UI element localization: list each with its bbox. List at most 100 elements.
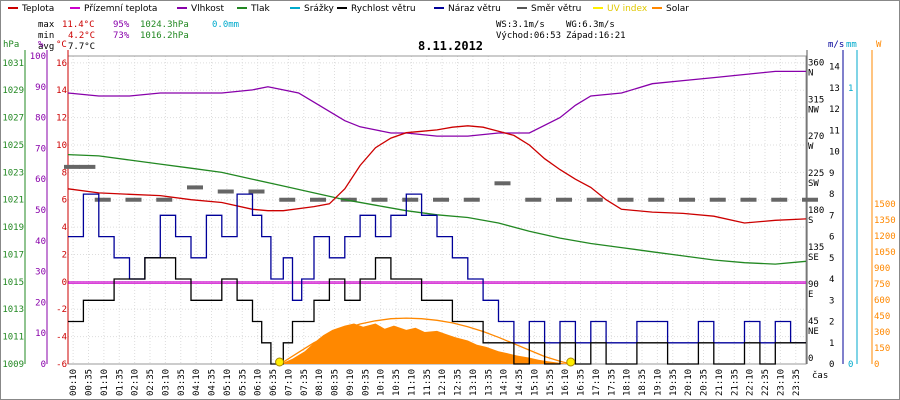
legend-swatch-8 (593, 7, 603, 9)
ms-axis-unit: m/s (828, 40, 844, 50)
x-tick-label: 21:35 (730, 369, 740, 396)
w-tick-label: 300 (874, 328, 890, 338)
hpa-axis-tick-label: 1013 (2, 305, 24, 315)
mm-tick-label: 1 (848, 84, 853, 94)
solar-theoretical-line (279, 317, 571, 365)
sunrise-marker (275, 357, 285, 367)
stats-min-hum: 73% (113, 31, 130, 41)
legend: Teplota Přízemní teplota Vlhkost Tlak Srážky… (8, 4, 689, 14)
ms-tick-label: 13 (829, 84, 840, 94)
x-tick-label: 11:10 (407, 369, 417, 396)
ms-tick-label: 2 (829, 318, 834, 328)
hpa-axis-tick-label: 1029 (2, 86, 24, 96)
pct-axis-tick-label: 80 (35, 114, 46, 124)
x-tick-label: 04:35 (208, 369, 218, 396)
legend-label-3: Tlak (250, 4, 271, 14)
dir-compass-label: W (808, 142, 814, 152)
hpa-axis-unit: hPa (3, 40, 19, 50)
x-tick-label: 10:10 (377, 369, 387, 396)
dir-compass-label: N (808, 68, 813, 78)
w-tick-label: 1500 (874, 200, 896, 210)
legend-label-0: Teplota (21, 4, 54, 14)
w-tick-label: 600 (874, 296, 890, 306)
mm-tick-label: 0 (848, 360, 853, 370)
hpa-axis-tick-label: 1027 (2, 114, 24, 124)
wind-direction-mark (586, 197, 603, 202)
x-tick-label: 15:10 (530, 369, 540, 396)
wind-direction-mark (494, 181, 511, 186)
wind-direction-mark (617, 197, 634, 202)
legend-label-1: Přízemní teplota (84, 4, 157, 14)
x-tick-label: 09:10 (346, 369, 356, 396)
hpa-axis-tick-label: 1009 (2, 360, 24, 370)
ms-tick-label: 9 (829, 169, 834, 179)
x-tick-label: 17:10 (592, 369, 602, 396)
x-tick-label: 19:10 (653, 369, 663, 396)
wind-speed-line (68, 257, 806, 365)
x-axis-label: čas (812, 370, 828, 381)
stats-max-label: max (38, 20, 55, 30)
x-tick-label: 06:35 (269, 369, 279, 396)
x-tick-label: 07:35 (300, 369, 310, 396)
x-tick-label: 06:10 (254, 369, 264, 396)
x-tick-label: 03:35 (177, 369, 187, 396)
pct-axis-tick-label: 90 (35, 83, 46, 93)
degc-axis-tick-label: 6 (62, 196, 67, 206)
ms-tick-label: 7 (829, 211, 834, 221)
stats-max-hum: 95% (113, 20, 130, 30)
wind-direction-mark (310, 197, 326, 202)
pct-axis-tick-label: 100 (30, 52, 46, 62)
wind-direction-mark (340, 197, 357, 202)
x-tick-label: 20:35 (700, 369, 710, 396)
stats-max-rain: 0.0mm (212, 20, 239, 30)
ms-tick-label: 11 (829, 126, 840, 136)
degc-axis-tick-label: -2 (56, 305, 67, 315)
legend-swatch-5 (337, 7, 347, 9)
x-tick-label: 00:10 (69, 369, 79, 396)
wind-direction-mark (217, 189, 234, 194)
legend-label-6: Náraz větru (448, 4, 501, 14)
x-tick-label: 08:35 (331, 369, 341, 396)
hpa-axis-tick-label: 1031 (2, 59, 24, 69)
wind-direction-mark (771, 197, 788, 202)
wind-direction-mark (556, 197, 572, 202)
wind-direction-mark (525, 197, 542, 202)
hpa-axis-tick-label: 1011 (2, 333, 24, 343)
wind-direction-mark (679, 197, 695, 202)
dir-tick-label: 225 (808, 169, 824, 179)
hpa-axis-tick-label: 1015 (2, 278, 24, 288)
x-tick-label: 23:35 (792, 369, 802, 396)
stats-avg-label: avg (38, 42, 54, 52)
w-tick-label: 1050 (874, 248, 896, 258)
x-tick-label: 16:10 (561, 369, 571, 396)
x-tick-label: 02:10 (131, 369, 141, 396)
x-tick-label: 05:10 (223, 369, 233, 396)
wind-direction-mark (648, 197, 665, 202)
sunset-time: Západ:16:21 (566, 31, 626, 41)
stats-min-press: 1016.2hPa (140, 31, 189, 41)
x-axis-ticks: 00:10 00:35 01:10 01:35 02:10 02:35 03:10 03:35… (69, 369, 802, 396)
degc-axis-tick-label: 8 (62, 168, 67, 178)
wind-direction-mark (802, 197, 818, 202)
degc-axis-tick-label: 16 (56, 59, 67, 69)
ms-tick-label: 0 (829, 360, 834, 370)
legend-swatch-1 (70, 7, 80, 9)
x-tick-label: 04:10 (192, 369, 202, 396)
w-tick-label: 0 (874, 360, 879, 370)
legend-label-7: Směr větru (531, 4, 581, 14)
dir-tick-label: 315 (808, 95, 824, 105)
legend-label-5: Rychlost větru (351, 4, 416, 14)
sunrise-time: Východ:06:53 (496, 31, 561, 41)
dir-tick-label: 180 (808, 206, 824, 216)
dir-tick-label: 90 (808, 280, 819, 290)
sunset-marker (566, 357, 576, 367)
hpa-axis-tick-label: 1025 (2, 141, 24, 151)
hpa-axis-tick-label: 1017 (2, 250, 24, 260)
dir-compass-label: SW (808, 179, 819, 189)
x-tick-label: 12:10 (438, 369, 448, 396)
legend-swatch-0 (8, 7, 18, 9)
ms-tick-label: 12 (829, 105, 840, 115)
x-tick-label: 19:35 (669, 369, 679, 396)
dir-tick-label: 135 (808, 243, 824, 253)
